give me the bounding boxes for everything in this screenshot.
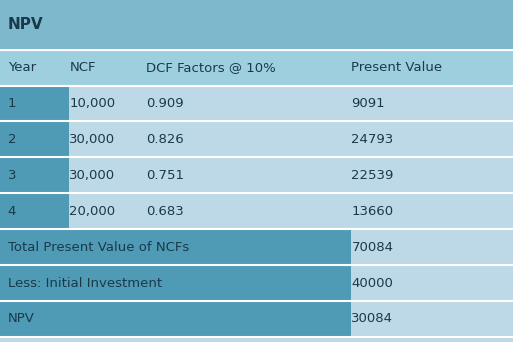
Text: 0.909: 0.909 xyxy=(146,97,184,110)
Text: Total Present Value of NCFs: Total Present Value of NCFs xyxy=(8,240,189,254)
Text: 0.683: 0.683 xyxy=(146,205,184,218)
Text: NPV: NPV xyxy=(8,17,43,32)
Bar xyxy=(351,265,513,301)
Text: 20,000: 20,000 xyxy=(69,205,115,218)
Text: 1: 1 xyxy=(8,97,16,110)
Text: DCF Factors @ 10%: DCF Factors @ 10% xyxy=(146,61,276,74)
Bar xyxy=(69,193,513,229)
Text: 30,000: 30,000 xyxy=(69,133,115,146)
Text: Present Value: Present Value xyxy=(351,61,443,74)
Text: 2: 2 xyxy=(8,133,16,146)
Text: 13660: 13660 xyxy=(351,205,393,218)
Text: 10,000: 10,000 xyxy=(69,97,115,110)
Text: 22539: 22539 xyxy=(351,169,394,182)
Text: 4: 4 xyxy=(8,205,16,218)
Bar xyxy=(0,0,513,50)
Text: 0.751: 0.751 xyxy=(146,169,184,182)
Bar xyxy=(0,157,69,193)
Bar xyxy=(69,121,513,157)
Text: 30,000: 30,000 xyxy=(69,169,115,182)
Text: 9091: 9091 xyxy=(351,97,385,110)
Bar xyxy=(0,229,351,265)
Text: Year: Year xyxy=(8,61,36,74)
Text: Less: Initial Investment: Less: Initial Investment xyxy=(8,276,162,290)
Text: 70084: 70084 xyxy=(351,240,393,254)
Bar xyxy=(0,86,69,121)
Text: 24793: 24793 xyxy=(351,133,393,146)
Bar xyxy=(0,265,351,301)
Bar xyxy=(351,301,513,337)
Text: 3: 3 xyxy=(8,169,16,182)
Bar xyxy=(0,121,69,157)
Bar xyxy=(0,193,69,229)
Text: NCF: NCF xyxy=(69,61,96,74)
Bar xyxy=(0,301,351,337)
Bar xyxy=(351,229,513,265)
Bar xyxy=(0,50,513,86)
Bar xyxy=(69,157,513,193)
Bar xyxy=(69,86,513,121)
Text: 30084: 30084 xyxy=(351,312,393,326)
Text: NPV: NPV xyxy=(8,312,34,326)
Text: 40000: 40000 xyxy=(351,276,393,290)
Text: 0.826: 0.826 xyxy=(146,133,184,146)
